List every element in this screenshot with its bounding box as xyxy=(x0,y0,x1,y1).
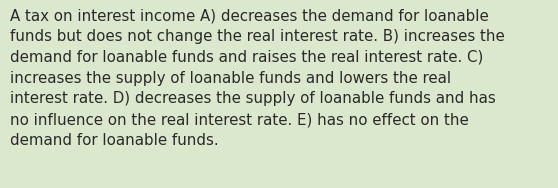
Text: A tax on interest income A) decreases the demand for loanable
funds but does not: A tax on interest income A) decreases th… xyxy=(10,8,505,148)
